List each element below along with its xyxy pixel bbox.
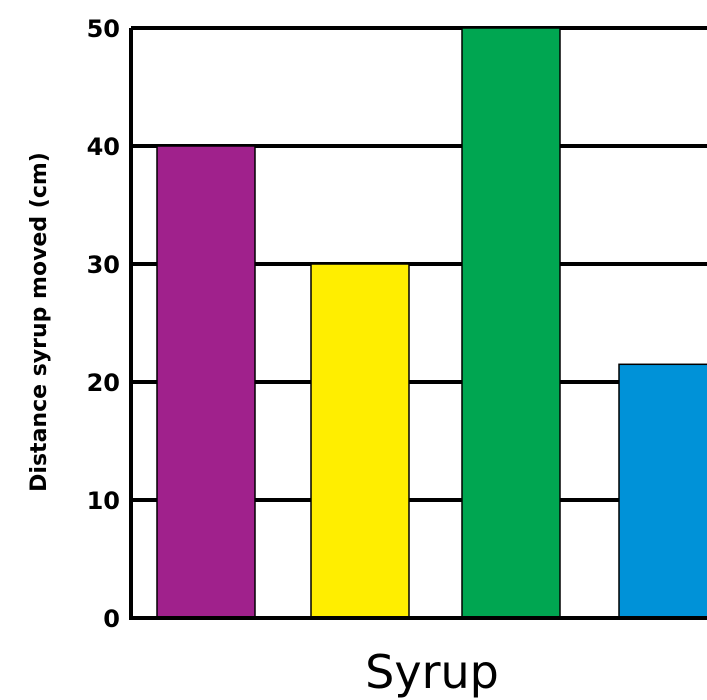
y-tick-label: 0 [103, 605, 120, 633]
y-tick-label: 10 [87, 487, 120, 515]
y-tick-label: 40 [87, 133, 120, 161]
y-tick-label: 30 [87, 251, 120, 279]
y-tick-labels: 0 10 20 30 40 50 [87, 15, 120, 633]
axes [129, 28, 707, 620]
x-axis-title: Syrup [365, 645, 499, 699]
y-tick-label: 20 [87, 369, 120, 397]
y-axis-title: Distance syrup moved (cm) [27, 152, 52, 492]
bar [618, 363, 707, 619]
bars [156, 27, 707, 619]
bar [156, 145, 256, 619]
bar [461, 27, 561, 619]
y-tick-label: 50 [87, 15, 120, 43]
bar [310, 263, 410, 619]
